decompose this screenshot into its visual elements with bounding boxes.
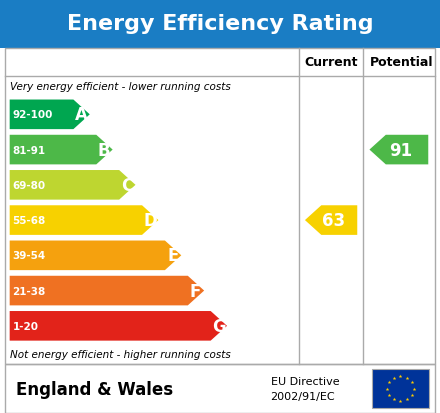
Text: 1-20: 1-20: [12, 321, 38, 331]
Polygon shape: [305, 206, 357, 235]
Text: C: C: [121, 176, 133, 195]
Bar: [5, 364, 435, 413]
Bar: [372, 369, 429, 408]
Text: Very energy efficient - lower running costs: Very energy efficient - lower running co…: [10, 82, 231, 92]
Text: Current: Current: [304, 56, 358, 69]
Text: 63: 63: [322, 211, 345, 230]
Polygon shape: [10, 311, 227, 341]
Text: 55-68: 55-68: [12, 216, 46, 225]
Text: E: E: [167, 247, 179, 265]
Polygon shape: [10, 135, 113, 165]
Polygon shape: [10, 276, 204, 306]
Text: 69-80: 69-80: [12, 180, 45, 190]
Text: A: A: [75, 106, 88, 124]
Text: 21-38: 21-38: [12, 286, 46, 296]
Polygon shape: [10, 171, 136, 200]
Text: Not energy efficient - higher running costs: Not energy efficient - higher running co…: [10, 349, 231, 359]
Text: 39-54: 39-54: [12, 251, 46, 261]
Text: Potential: Potential: [370, 56, 433, 69]
Polygon shape: [370, 135, 428, 165]
Text: 2002/91/EC: 2002/91/EC: [271, 391, 335, 401]
Polygon shape: [10, 241, 181, 271]
Bar: [0, 0, 440, 49]
Text: EU Directive: EU Directive: [271, 376, 339, 386]
Text: 91: 91: [389, 141, 412, 159]
Text: B: B: [98, 141, 110, 159]
Text: England & Wales: England & Wales: [16, 380, 173, 398]
Text: G: G: [212, 317, 225, 335]
Text: F: F: [190, 282, 202, 300]
Text: Energy Efficiency Rating: Energy Efficiency Rating: [67, 14, 373, 34]
Text: 81-91: 81-91: [12, 145, 45, 155]
Text: 92-100: 92-100: [12, 110, 53, 120]
Bar: [5, 49, 435, 364]
Polygon shape: [10, 206, 158, 235]
Polygon shape: [10, 100, 90, 130]
Text: D: D: [143, 211, 157, 230]
